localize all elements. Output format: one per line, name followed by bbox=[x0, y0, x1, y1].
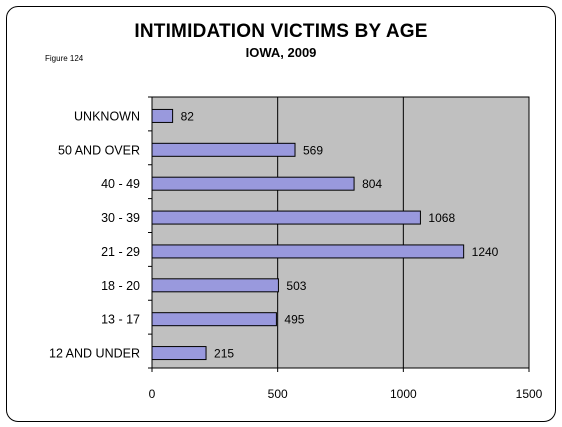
data-label: 82 bbox=[181, 109, 195, 123]
bar bbox=[151, 210, 421, 225]
data-label: 1068 bbox=[428, 211, 455, 225]
x-tick-label: 0 bbox=[149, 387, 156, 401]
x-tick-label: 1000 bbox=[390, 387, 417, 401]
x-tick-label: 1500 bbox=[516, 387, 543, 401]
chart-title: INTIMIDATION VICTIMS BY AGE bbox=[134, 21, 428, 42]
bar bbox=[151, 346, 207, 361]
bar bbox=[151, 108, 174, 123]
data-label: 495 bbox=[284, 313, 304, 327]
bar bbox=[151, 176, 355, 191]
plot-area bbox=[151, 96, 530, 369]
bar bbox=[151, 244, 465, 259]
data-label: 215 bbox=[214, 347, 234, 361]
category-label: 18 - 20 bbox=[101, 279, 140, 293]
data-label: 804 bbox=[362, 177, 382, 191]
category-label: 50 AND OVER bbox=[58, 143, 140, 157]
data-label: 1240 bbox=[472, 245, 499, 259]
bar bbox=[151, 312, 277, 327]
data-label: 569 bbox=[303, 143, 323, 157]
chart-subtitle: IOWA, 2009 bbox=[245, 45, 317, 60]
bar bbox=[151, 142, 296, 157]
category-label: 13 - 17 bbox=[101, 313, 140, 327]
x-tick-label: 500 bbox=[268, 387, 288, 401]
category-label: 30 - 39 bbox=[101, 211, 140, 225]
category-label: 21 - 29 bbox=[101, 245, 140, 259]
data-label: 503 bbox=[286, 279, 306, 293]
figure-label: Figure 124 bbox=[45, 54, 84, 63]
bar bbox=[151, 278, 279, 293]
category-label: UNKNOWN bbox=[74, 109, 140, 123]
category-label: 12 AND UNDER bbox=[49, 347, 140, 361]
category-label: 40 - 49 bbox=[101, 177, 140, 191]
